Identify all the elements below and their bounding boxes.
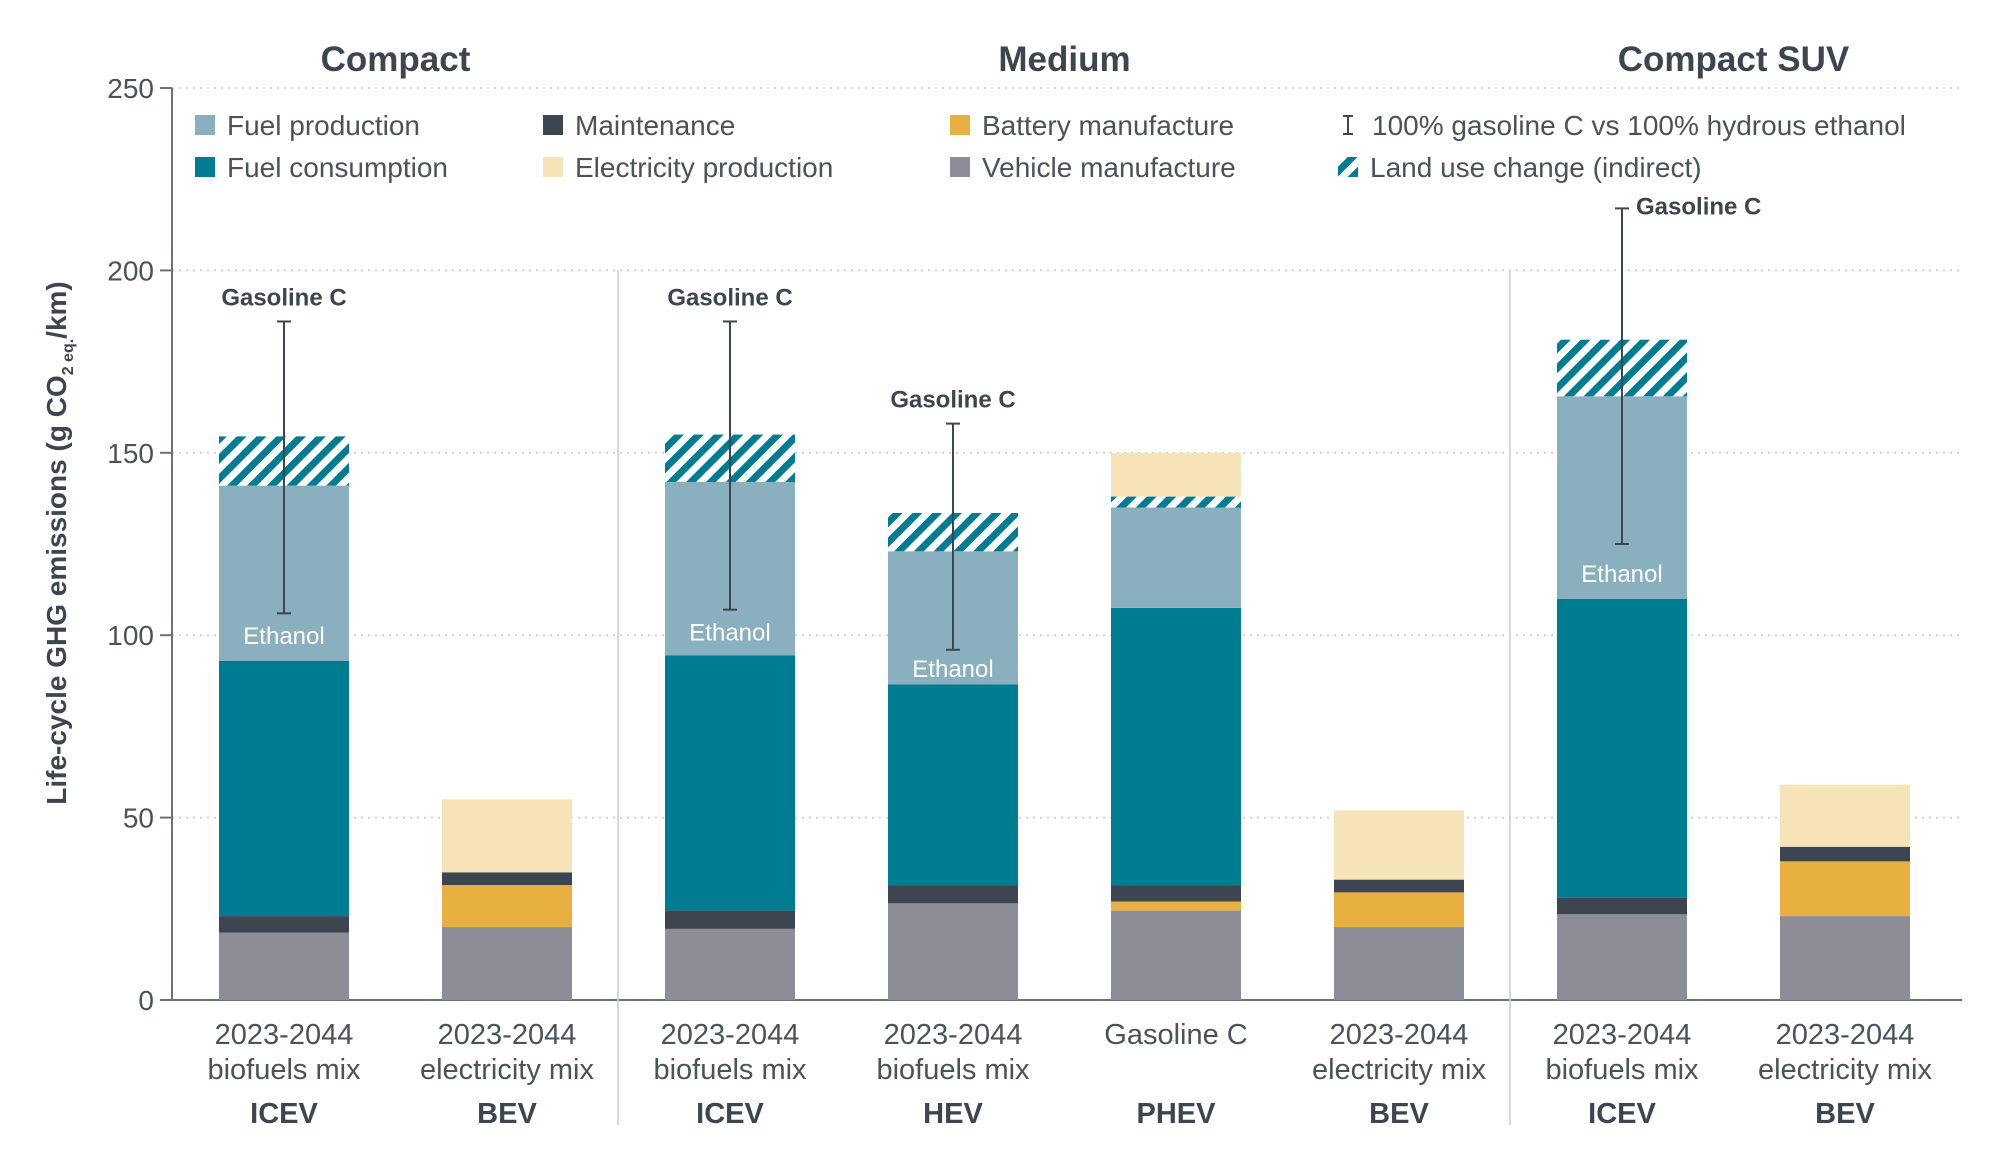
legend-swatch-battery-manufacture [950, 115, 970, 135]
bars [219, 339, 1910, 1000]
x-category-line2: biofuels mix [876, 1054, 1030, 1086]
bar-segment-fuel-consumption [888, 684, 1018, 886]
bar-segment-maintenance [888, 885, 1018, 904]
legend-label-fuel-production: Fuel production [227, 110, 420, 141]
x-vehicle-label: BEV [477, 1098, 537, 1130]
y-tick-label: 0 [138, 985, 154, 1016]
bar-segment-vehicle-manufacture [442, 927, 572, 1000]
legend-label-land-use-change: Land use change (indirect) [1370, 152, 1702, 183]
bar-segment-vehicle-manufacture [1780, 916, 1910, 1000]
legend-label-vehicle-manufacture: Vehicle manufacture [982, 152, 1236, 183]
gasoline-c-label: Gasoline C [890, 387, 1015, 414]
bar-segment-vehicle-manufacture [219, 932, 349, 1000]
group-title: Medium [998, 40, 1130, 79]
x-category-line1: 2023-2044 [215, 1019, 354, 1051]
labels: Compact Medium Compact SUV Ethanol Gasoline … [207, 40, 1932, 1130]
x-category-line2: biofuels mix [1545, 1054, 1699, 1086]
bar-segment-vehicle-manufacture [888, 903, 1018, 1000]
x-vehicle-label: PHEV [1137, 1098, 1217, 1130]
x-category-line2: biofuels mix [653, 1054, 807, 1086]
bar-segment-maintenance [442, 872, 572, 886]
bar-segment-maintenance [665, 910, 795, 929]
bar-segment-fuel-consumption [219, 660, 349, 917]
bar-segment-electricity-production [1780, 784, 1910, 847]
x-vehicle-label: HEV [923, 1098, 983, 1130]
y-tick-label: 250 [107, 73, 154, 104]
y-tick-label: 150 [107, 438, 154, 469]
bar-segment-maintenance [1111, 885, 1241, 902]
bar-segment-battery-manufacture [1780, 861, 1910, 917]
legend-swatch-maintenance [543, 115, 563, 135]
x-category-line1: 2023-2044 [1776, 1019, 1915, 1051]
bar-segment-maintenance [1334, 879, 1464, 893]
bar-segment-electricity-production [442, 799, 572, 873]
gasoline-c-label: Gasoline C [1636, 193, 1761, 220]
y-tick-label: 200 [107, 255, 154, 286]
bar-segment-vehicle-manufacture [1557, 914, 1687, 1000]
bar-segment-electricity-production [1111, 452, 1241, 497]
bar-segment-vehicle-manufacture [665, 928, 795, 1000]
x-vehicle-label: ICEV [1588, 1098, 1656, 1130]
ethanol-label: Ethanol [689, 620, 770, 647]
y-axis-title-main: Life-cycle GHG emissions (g CO [41, 375, 72, 804]
y-axis-title-end: /km) [41, 281, 72, 339]
legend-label-errorbar: 100% gasoline C vs 100% hydrous ethanol [1372, 110, 1906, 141]
x-vehicle-label: ICEV [696, 1098, 764, 1130]
x-category-line2: biofuels mix [207, 1054, 361, 1086]
legend: Fuel production Maintenance Battery manufa… [195, 110, 1906, 183]
ethanol-label: Ethanol [1581, 561, 1662, 588]
group-title: Compact [321, 40, 471, 79]
x-vehicle-label: BEV [1369, 1098, 1429, 1130]
group-title: Compact SUV [1618, 40, 1850, 79]
gasoline-c-label: Gasoline C [221, 284, 346, 311]
bar-segment-maintenance [1780, 846, 1910, 862]
bar-segment-battery-manufacture [1334, 892, 1464, 928]
x-category-line1: 2023-2044 [1330, 1019, 1469, 1051]
ethanol-label: Ethanol [243, 623, 324, 650]
x-category-line1: 2023-2044 [884, 1019, 1023, 1051]
x-category-line1: 2023-2044 [661, 1019, 800, 1051]
bar-segment-fuel-production [1111, 507, 1241, 608]
y-tick-label: 50 [123, 803, 154, 834]
y-axis-title-subscript: 2 eq. [60, 339, 77, 375]
bar-segment-electricity-production [1334, 810, 1464, 880]
legend-swatch-land-use-change [1338, 157, 1358, 177]
bar-segment-maintenance [219, 916, 349, 933]
bar-segment-fuel-consumption [1111, 607, 1241, 886]
legend-swatch-electricity-production [543, 157, 563, 177]
x-vehicle-label: BEV [1815, 1098, 1875, 1130]
legend-label-maintenance: Maintenance [575, 110, 735, 141]
legend-swatch-fuel-consumption [195, 157, 215, 177]
bar-segment-battery-manufacture [442, 885, 572, 928]
axes: 0 50 100 150 200 250 Life-cycle GHG emissions … [41, 73, 1962, 1125]
bar-segment-maintenance [1557, 897, 1687, 915]
x-category-line2: electricity mix [1312, 1054, 1487, 1086]
legend-swatch-vehicle-manufacture [950, 157, 970, 177]
x-category-line1: Gasoline C [1104, 1019, 1247, 1051]
legend-label-battery-manufacture: Battery manufacture [982, 110, 1234, 141]
legend-swatch-fuel-production [195, 115, 215, 135]
x-vehicle-label: ICEV [250, 1098, 318, 1130]
legend-label-electricity-production: Electricity production [575, 152, 833, 183]
bar-segment-fuel-consumption [1557, 598, 1687, 898]
bar-segment-land-use-change [1111, 496, 1241, 508]
y-tick-label: 100 [107, 620, 154, 651]
y-axis-title: Life-cycle GHG emissions (g CO2 eq./km) [41, 281, 77, 805]
gasoline-c-label: Gasoline C [667, 284, 792, 311]
legend-label-fuel-consumption: Fuel consumption [227, 152, 448, 183]
bar-segment-vehicle-manufacture [1111, 910, 1241, 1000]
ethanol-label: Ethanol [912, 656, 993, 683]
bar-segment-vehicle-manufacture [1334, 927, 1464, 1000]
x-category-line2: electricity mix [420, 1054, 595, 1086]
x-category-line2: electricity mix [1758, 1054, 1933, 1086]
bar-segment-fuel-consumption [665, 655, 795, 911]
x-category-line1: 2023-2044 [1553, 1019, 1692, 1051]
x-category-line1: 2023-2044 [438, 1019, 577, 1051]
bar-segment-battery-manufacture [1111, 901, 1241, 911]
